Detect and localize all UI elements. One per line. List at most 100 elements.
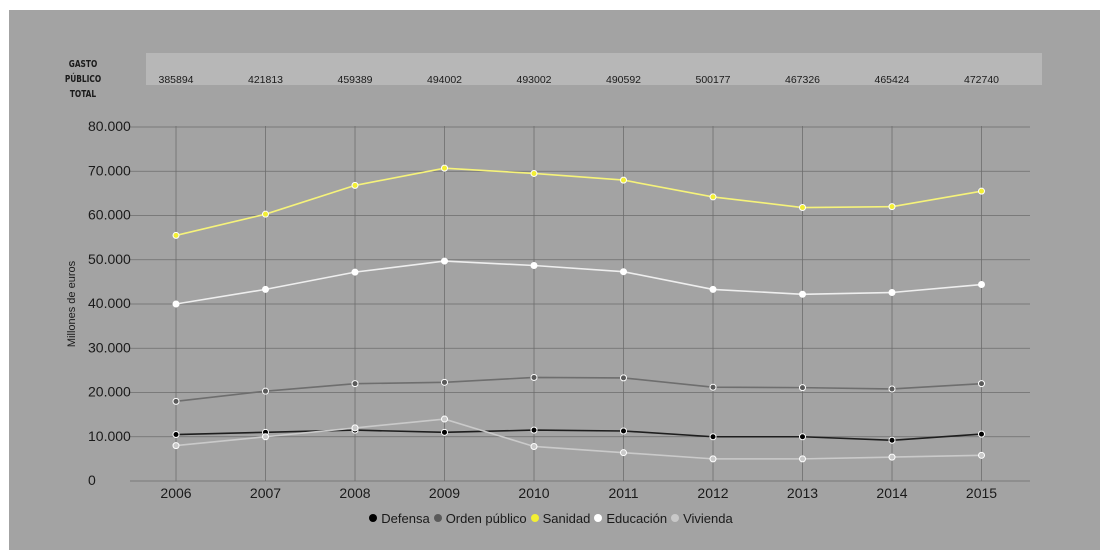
total-value-2012: 500177	[695, 74, 731, 86]
data-point-sanidad	[351, 181, 359, 189]
data-point-sanidad	[530, 169, 538, 177]
total-value-2008: 459389	[337, 74, 373, 86]
y-tick-label: 10.000	[88, 428, 131, 444]
data-point-vivienda	[978, 451, 985, 459]
data-point-orden-publico	[978, 380, 985, 388]
y-tick-label: 40.000	[88, 295, 131, 311]
data-point-defensa	[620, 427, 627, 435]
data-point-vivienda	[888, 453, 896, 461]
data-point-orden-publico	[262, 387, 269, 395]
data-point-vivienda	[441, 415, 448, 423]
x-tick-label: 2011	[608, 485, 638, 501]
data-point-vivienda	[799, 455, 806, 463]
total-spending-band	[146, 53, 1042, 85]
data-point-sanidad	[978, 187, 985, 195]
data-point-sanidad	[709, 193, 717, 201]
chart-background	[9, 10, 1100, 550]
data-point-educacion	[888, 288, 896, 296]
series-line-orden-publico	[175, 376, 982, 403]
legend-swatch	[369, 514, 378, 522]
data-point-educacion	[709, 285, 717, 293]
data-point-defensa	[441, 428, 448, 436]
data-point-orden-publico	[351, 380, 359, 388]
y-tick-label: 0	[88, 472, 96, 488]
data-point-educacion	[351, 268, 359, 276]
y-tick-label: 70.000	[88, 162, 131, 178]
x-tick-label: 2010	[518, 485, 549, 501]
total-value-2007: 421813	[247, 74, 284, 86]
chart-grid	[130, 126, 1030, 482]
data-point-sanidad	[620, 176, 627, 184]
x-tick-label: 2008	[339, 485, 370, 501]
data-point-educacion	[799, 290, 806, 298]
data-point-educacion	[620, 268, 627, 276]
x-tick-label: 2007	[250, 485, 281, 501]
data-point-defensa	[709, 433, 717, 441]
series-line-defensa	[175, 429, 982, 442]
data-point-educacion	[172, 300, 180, 308]
data-point-educacion	[262, 285, 269, 293]
total-spending-label: GASTO PÚBLICO TOTAL	[51, 57, 115, 102]
data-point-educacion	[978, 281, 985, 289]
data-point-sanidad	[172, 231, 180, 239]
data-point-defensa	[978, 430, 985, 438]
total-value-2014: 465424	[874, 74, 910, 86]
legend-item-defensa: Defensa	[369, 511, 430, 526]
legend-item-orden-publico: Orden público	[433, 510, 527, 526]
data-point-orden-publico	[172, 397, 180, 405]
legend-item-sanidad: Sanidad	[530, 510, 591, 526]
data-point-vivienda	[620, 449, 627, 457]
series-lines	[175, 167, 982, 460]
total-spending-label-line-1: GASTO PÚBLICO	[64, 59, 102, 85]
legend-item-vivienda: Vivienda	[671, 511, 733, 526]
y-tick-label: 50.000	[88, 251, 131, 267]
x-tick-label: 2006	[160, 485, 191, 501]
total-spending-label-line-2: TOTAL	[69, 89, 97, 100]
x-tick-label: 2012	[697, 485, 728, 501]
total-value-2009: 494002	[426, 74, 463, 86]
data-point-defensa	[172, 431, 180, 439]
legend-label: Vivienda	[683, 510, 733, 526]
data-point-orden-publico	[620, 374, 627, 382]
data-point-orden-publico	[709, 383, 717, 391]
legend-label: Orden público	[445, 510, 527, 526]
data-point-orden-publico	[441, 378, 448, 386]
data-point-orden-publico	[530, 373, 538, 381]
legend-label: Educación	[606, 510, 668, 526]
legend-swatch	[671, 514, 680, 522]
legend-swatch	[433, 514, 442, 522]
data-point-sanidad	[441, 164, 448, 172]
total-value-2013: 467326	[784, 74, 821, 86]
y-tick-label: 80.000	[88, 118, 131, 134]
data-point-defensa	[799, 433, 806, 441]
total-value-2015: 472740	[963, 74, 1000, 86]
data-point-vivienda	[262, 433, 269, 441]
x-tick-label: 2014	[876, 485, 907, 501]
data-point-sanidad	[799, 204, 806, 212]
data-point-educacion	[530, 262, 538, 270]
data-point-vivienda	[530, 442, 538, 450]
data-point-vivienda	[709, 455, 717, 463]
y-tick-label: 20.000	[88, 384, 131, 400]
x-axis-tick-labels: 2006 2007 2008 2009 2010 2011 2012 2013 2014 2015	[160, 485, 997, 501]
x-tick-label: 2013	[787, 485, 818, 501]
y-tick-label: 30.000	[88, 339, 131, 355]
legend-label: Sanidad	[542, 510, 591, 526]
legend-swatch	[594, 514, 603, 522]
chart-legend: Defensa Orden público Sanidad Educación Vivi…	[0, 510, 1102, 526]
data-point-sanidad	[888, 203, 896, 211]
data-point-sanidad	[262, 210, 269, 218]
series-line-sanidad	[175, 167, 982, 237]
series-markers	[172, 164, 985, 463]
series-line-educacion	[175, 260, 982, 305]
x-tick-label: 2015	[966, 485, 997, 501]
total-value-2011: 490592	[605, 74, 642, 86]
data-point-orden-publico	[799, 384, 806, 392]
total-value-2010: 493002	[516, 74, 552, 86]
data-point-defensa	[888, 436, 896, 444]
legend-item-educacion: Educación	[594, 511, 667, 526]
y-tick-label: 60.000	[88, 207, 131, 223]
data-point-vivienda	[351, 424, 359, 432]
data-point-vivienda	[172, 442, 180, 450]
